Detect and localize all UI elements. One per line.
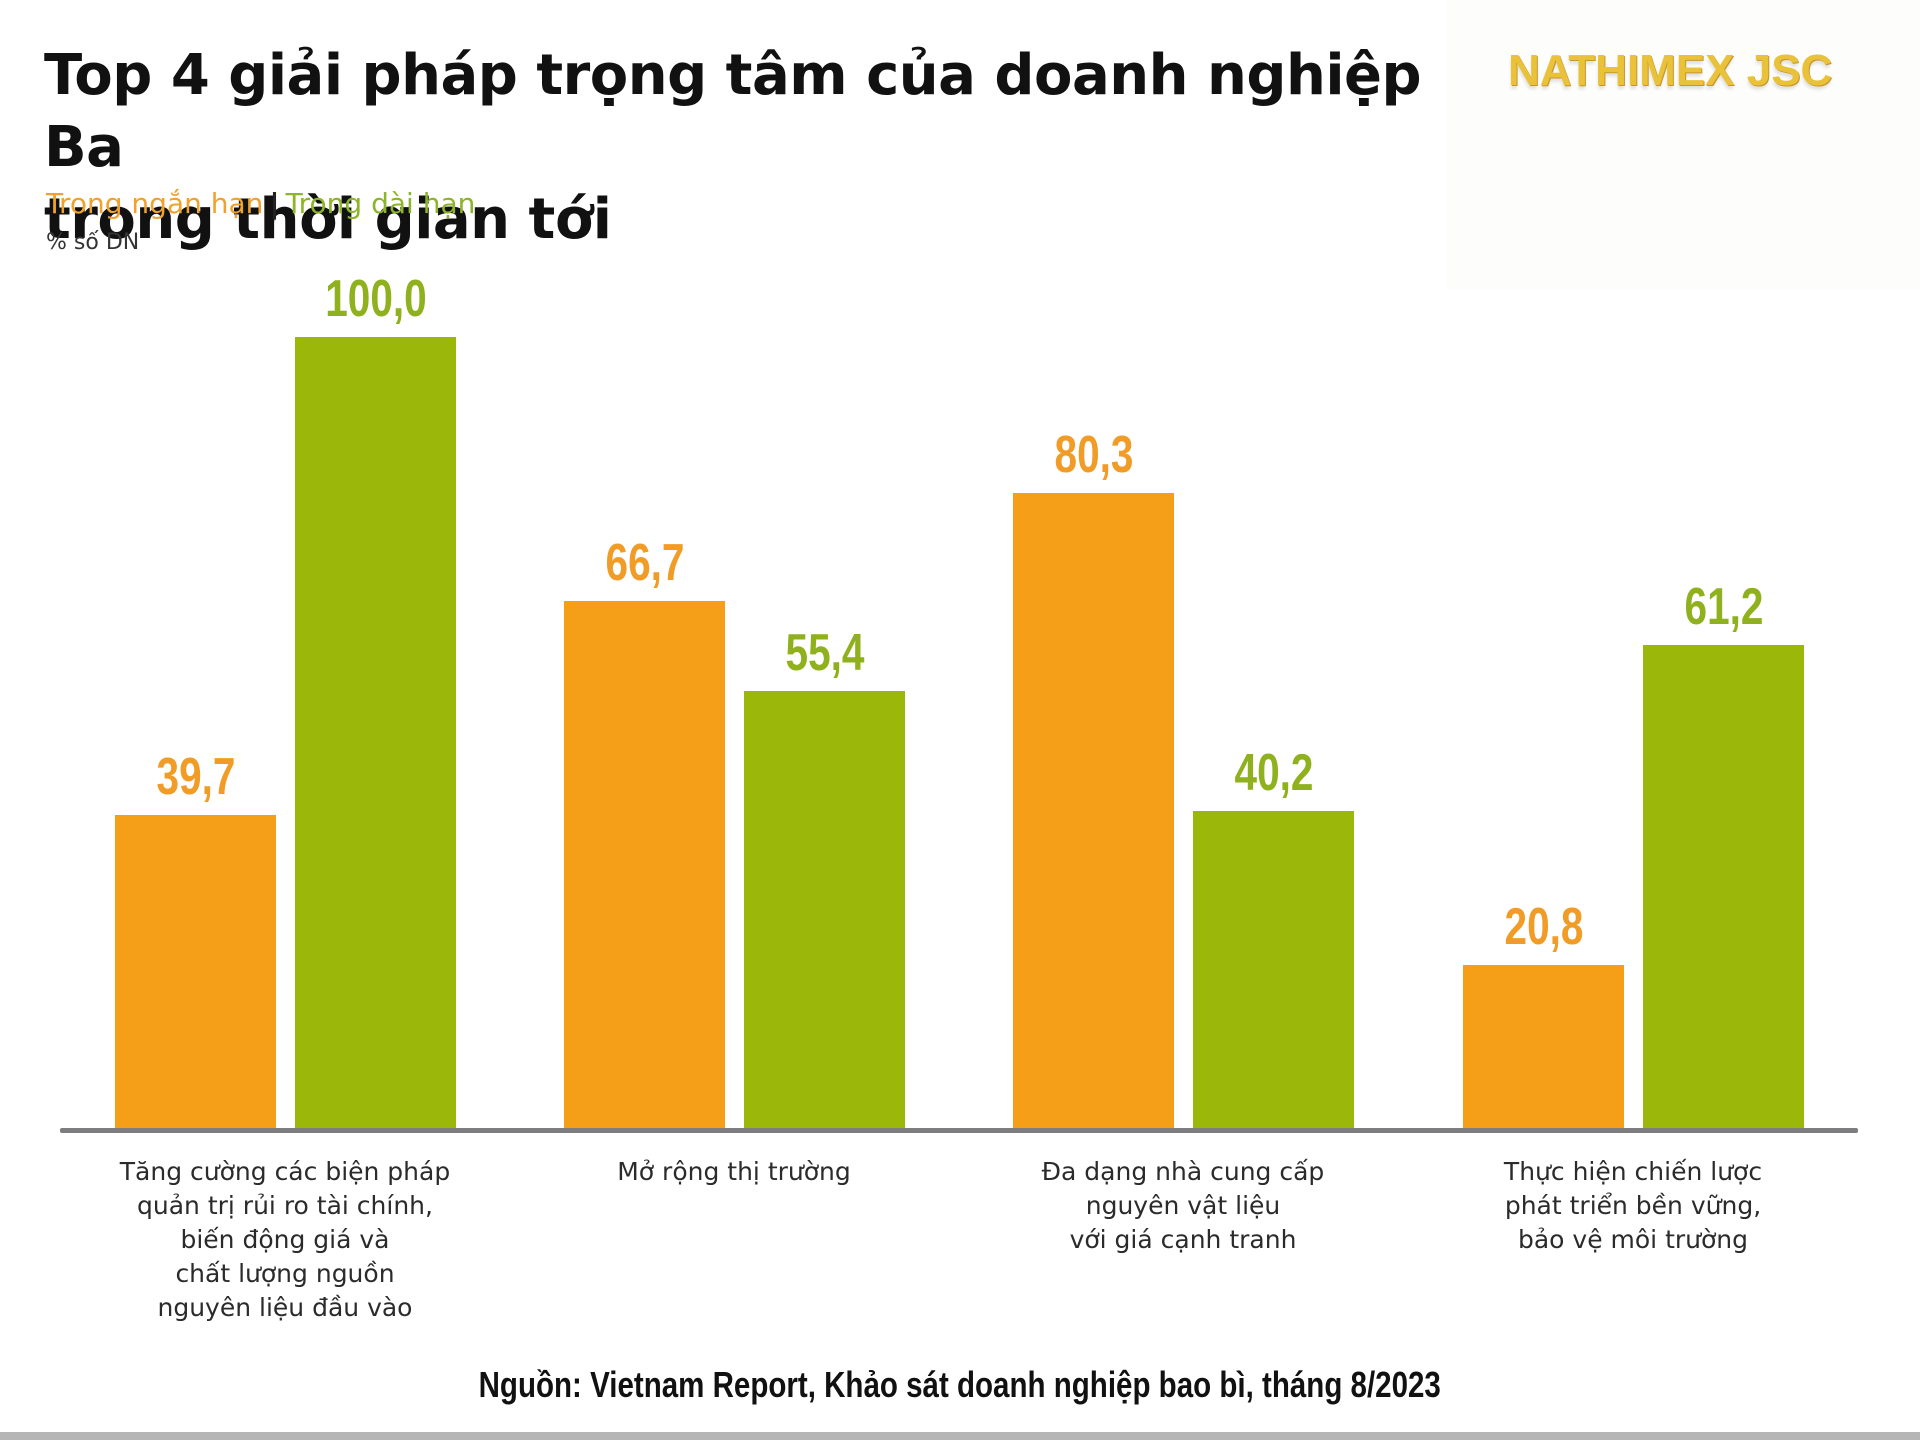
data-label-long-term-3: 40,2 [1234,744,1313,802]
logo-panel [1446,0,1920,290]
data-label-short-term-3: 80,3 [1054,426,1133,484]
bar-short-term-4 [1463,965,1624,1130]
chart-title: Top 4 giải pháp trọng tâm của doanh nghi… [44,40,1464,256]
bar-long-term-3 [1193,811,1354,1130]
bottom-border-strip [0,1432,1920,1440]
legend-separator: | [269,187,280,220]
category-label-4: Thực hiện chiến lược phát triển bền vững… [1503,1157,1763,1254]
bar-short-term-1 [115,815,276,1130]
legend-short-term: Trong ngắn hạn [46,187,264,220]
legend: Trong ngắn hạn | Trong dài hạn [46,184,475,224]
chart-title-line-2: trong thời gian tới [44,187,612,252]
data-label-short-term-2: 66,7 [605,534,684,592]
bar-short-term-3 [1013,493,1174,1130]
category-label-3: Đa dạng nhà cung cấp nguyên vật liệu với… [1041,1157,1325,1254]
data-label-short-term-1: 39,7 [156,748,235,806]
category-label-1: Tăng cường các biện pháp quản trị rủi ro… [119,1157,451,1322]
x-axis-baseline [60,1128,1858,1133]
bar-short-term-2 [564,601,725,1130]
data-label-long-term-4: 61,2 [1684,578,1763,636]
category-label-2: Mở rộng thị trường [617,1157,851,1186]
bar-long-term-4 [1643,645,1804,1130]
chart-title-line-1: Top 4 giải pháp trọng tâm của doanh nghi… [44,43,1422,180]
y-axis-unit-label: % số DN [46,230,140,255]
bar-long-term-1 [295,337,456,1130]
bar-long-term-2 [744,691,905,1130]
watermark-logo: NATHIMEX JSC [1508,46,1833,95]
data-label-short-term-4: 20,8 [1504,898,1583,956]
source-note: Nguồn: Vietnam Report, Khảo sát doanh ng… [478,1364,1442,1405]
data-label-long-term-1: 100,0 [324,270,427,328]
data-label-long-term-2: 55,4 [785,624,864,682]
legend-long-term: Trong dài hạn [285,187,476,220]
